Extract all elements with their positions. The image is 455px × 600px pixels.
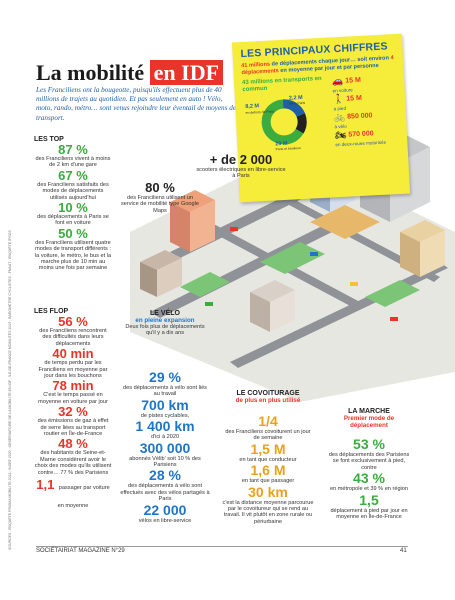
marche-value: 43 % <box>353 470 385 487</box>
flop-text: des habitants de Seine-et-Marne considèr… <box>34 450 112 476</box>
marche-text: des déplacements des Parisiens se font e… <box>328 452 410 471</box>
velo-text: des déplacements à vélo sont liés au tra… <box>123 385 207 398</box>
tops-heading: LES TOP <box>34 136 64 143</box>
marche-text: en métropole et 39 % en région <box>329 486 409 493</box>
marche-heading: LA MARCHE <box>348 408 390 415</box>
top-text: des Franciliens utilisent quatre modes d… <box>34 239 112 272</box>
velo-value: 22 000 <box>143 501 187 518</box>
footer-divider <box>36 546 408 547</box>
walker-icon: 🚶 <box>332 93 345 105</box>
tops-section: LES TOP 87 % des Franciliens vivent à mo… <box>34 136 112 272</box>
covoit-value: 1,5 M <box>250 440 286 457</box>
covoit-sub: de plus en plus utilisé <box>235 397 301 404</box>
velo-text: abonnés Vélib' soit 10 % des Parisiens <box>129 455 201 469</box>
maps-text: des Franciliens utilisent un service de … <box>120 195 200 214</box>
velo-section: LE VÉLO en pleine expansion Deux fois pl… <box>120 310 210 337</box>
flop-text: C'est le temps passé en moyenne en voitu… <box>38 392 108 405</box>
donut-sub-1: en dehors de Paris <box>246 110 275 116</box>
velo-value: 700 km <box>141 396 189 413</box>
top-text: des déplacements à Paris se font en voit… <box>37 214 109 227</box>
marche-value: 1,5 <box>359 491 379 508</box>
top-value: 87 % <box>58 142 88 157</box>
velo-sub2: Deux fois plus de déplacements qu'il y a… <box>125 324 205 337</box>
title-main: La mobilité <box>36 60 145 85</box>
velo-sub: en pleine expansion <box>135 317 195 324</box>
velo-text: d'ici à 2020 <box>150 434 180 441</box>
title-highlight: en IDF <box>149 60 224 85</box>
flop-value: 1,1 <box>36 477 55 493</box>
sources-text: SOURCES : ENQUÊTE PRISMA MOBILITÉ 2018 ;… <box>8 230 12 550</box>
bicycle-icon: 🚲 <box>333 111 346 123</box>
maps-stat: 80 % des Franciliens utilisent un servic… <box>120 180 200 214</box>
covoit-value: 1/4 <box>258 413 278 429</box>
stat-value: 570 000 <box>348 130 374 139</box>
top-text: des Franciliens satisfaits des modes de … <box>37 181 109 201</box>
car-icon: 🚗 <box>331 75 344 87</box>
transit-donut: 8,2 M en dehors de Paris 2,2 M dans Pari… <box>245 95 307 152</box>
motorcycle-icon: 🏍 <box>334 129 347 141</box>
maps-value: 80 % <box>145 180 175 195</box>
top-value: 10 % <box>58 200 88 216</box>
covoit-text: en tant que passager <box>241 478 295 485</box>
covoit-text: en tant que conducteur <box>239 456 297 463</box>
marche-value: 53 % <box>353 436 385 452</box>
flops-section: LES FLOP 56 % des Franciliens rencontren… <box>34 308 112 512</box>
flop-value: 32 % <box>58 404 88 420</box>
covoit-value: 30 km <box>248 483 288 500</box>
flop-value: 56 % <box>58 314 88 329</box>
velo-figures: 29 % des déplacements à vélo sont liés a… <box>120 370 210 524</box>
donut-sub-2: dans Paris <box>289 101 306 106</box>
covoit-value: 1,6 M <box>250 462 286 479</box>
key-figures-note: LES PRINCIPAUX CHIFFRES 41 millions de d… <box>231 33 411 203</box>
stat-value: 15 M <box>345 77 362 85</box>
flop-text: des Franciliens rencontrent des difficul… <box>39 328 107 347</box>
covoit-text: des Franciliens covoiturent un jour de s… <box>225 429 311 442</box>
velo-text: vélos en libre-service <box>138 517 192 524</box>
donut-sub-3: Paris et banlieue <box>275 146 301 151</box>
marche-sub: Premier mode de déplacement <box>343 415 395 429</box>
covoit-section: LE COVOITURAGE de plus en plus utilisé 1… <box>222 390 314 525</box>
flops-heading: LES FLOP <box>34 308 69 315</box>
scooters-stat: + de 2 000 scooters électriques en libre… <box>196 152 286 180</box>
top-value: 67 % <box>58 167 88 183</box>
flop-value: 40 min <box>52 346 94 362</box>
donut-label-3: 29 M <box>275 141 288 148</box>
intro-text: Les Franciliens ont la bougeotte, puisqu… <box>36 86 237 122</box>
velo-value: 1 400 km <box>135 418 195 435</box>
stat-value: 850 000 <box>347 112 373 121</box>
top-value: 50 % <box>58 225 88 241</box>
stat-value: 15 M <box>346 95 363 103</box>
footer-magazine: SOCIÉTAIRIAT MAGAZINE N°29 <box>36 548 125 554</box>
flop-text: passager par voiture en moyenne <box>57 485 110 510</box>
covoit-heading: LE COVOITURAGE <box>236 390 300 397</box>
velo-text: des déplacements à vélo sont effectués a… <box>120 483 210 503</box>
donut-label-1: 8,2 M <box>245 103 259 110</box>
marche-text: déplacement à pied par jour en moyenne e… <box>330 507 408 521</box>
velo-value: 29 % <box>149 369 181 385</box>
scooters-value: + de 2 000 <box>209 152 273 167</box>
flop-value: 48 % <box>58 436 88 452</box>
covoit-text: c'est la distance moyenne parcourue par … <box>222 499 314 525</box>
velo-value: 300 000 <box>139 439 191 456</box>
flop-text: des émissions de gaz à effet de serre li… <box>37 418 109 438</box>
page-number: 41 <box>400 548 407 554</box>
scooters-text: scooters électriques en libre-service à … <box>196 167 286 180</box>
velo-heading: LE VÉLO <box>150 310 180 317</box>
flop-value: 78 min <box>52 378 94 394</box>
velo-text: de pistes cyclables, <box>140 412 190 419</box>
marche-section: LA MARCHE Premier mode de déplacement 53… <box>326 408 412 520</box>
flop-text: de temps perdu par les Franciliens en mo… <box>38 360 108 380</box>
top-text: des Franciliens vivent à moins de 2 km d… <box>35 156 111 169</box>
velo-value: 28 % <box>149 467 181 484</box>
donut-label-2: 2,2 M <box>289 95 303 102</box>
page-title: La mobilité en IDF <box>36 60 224 86</box>
